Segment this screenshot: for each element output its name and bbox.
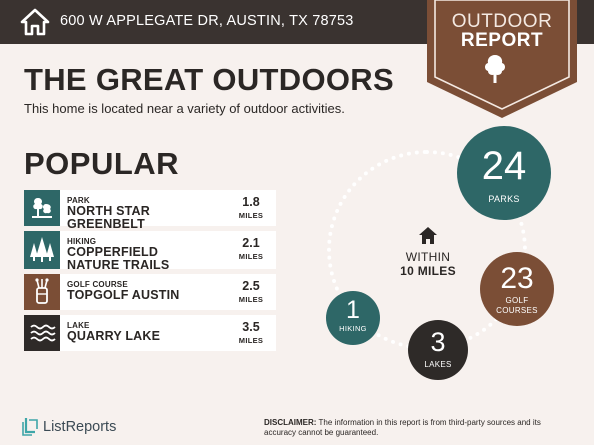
item-category: PARK (67, 196, 90, 205)
list-item[interactable]: LAKE QUARRY LAKE 3.5 MILES (24, 315, 276, 351)
disclaimer-label: DISCLAIMER: (264, 418, 317, 427)
outdoor-report-badge (427, 0, 577, 118)
page-subtitle: This home is located near a variety of o… (24, 101, 345, 116)
item-distance: 3.5 (242, 320, 260, 334)
logo-text: ListReports (43, 419, 117, 435)
item-name: NORTH STAR GREENBELT (67, 204, 151, 231)
item-category: GOLF COURSE (67, 280, 128, 289)
home-icon (20, 8, 50, 36)
trees-icon (24, 231, 60, 269)
item-distance: 2.1 (242, 236, 260, 250)
golf-bag-icon (24, 274, 60, 310)
listreports-logo-icon (22, 418, 38, 436)
list-item[interactable]: GOLF COURSE TOPGOLF AUSTIN 2.5 MILES (24, 274, 276, 310)
park-icon (24, 190, 60, 226)
list-item[interactable]: HIKING COPPERFIELD NATURE TRAILS 2.1 MIL… (24, 231, 276, 272)
page-title: THE GREAT OUTDOORS (24, 62, 394, 97)
lakes-label: LAKES (424, 360, 452, 369)
property-address: 600 W APPLEGATE DR, AUSTIN, TX 78753 (60, 13, 354, 29)
listreports-logo[interactable]: ListReports (22, 417, 142, 437)
tree-icon (485, 55, 505, 83)
item-distance: 1.8 (242, 195, 260, 209)
hiking-label: HIKING (339, 324, 367, 333)
golf-count-bubble: 23 GOLF COURSES (480, 252, 554, 326)
item-unit: MILES (238, 211, 264, 220)
item-distance: 2.5 (242, 279, 260, 293)
lakes-count-bubble: 3 LAKES (408, 320, 468, 380)
item-unit: MILES (238, 252, 264, 261)
lakes-count: 3 (430, 327, 446, 357)
radius-label-line2: 10 MILES (400, 264, 456, 278)
golf-count: 23 (500, 262, 534, 295)
list-item[interactable]: PARK NORTH STAR GREENBELT 1.8 MILES (24, 190, 276, 231)
item-category: LAKE (67, 321, 90, 330)
popular-heading: POPULAR (24, 146, 180, 181)
item-unit: MILES (238, 295, 264, 304)
item-category: HIKING (67, 237, 97, 246)
waves-icon (24, 315, 60, 351)
hiking-count-bubble: 1 HIKING (326, 291, 380, 345)
item-name: COPPERFIELD NATURE TRAILS (67, 245, 170, 272)
badge-title-line2: REPORT (460, 30, 544, 51)
item-unit: MILES (238, 336, 264, 345)
badge-title-line1: OUTDOOR (451, 11, 553, 32)
disclaimer: DISCLAIMER: The information in this repo… (264, 418, 574, 438)
parks-label: PARKS (488, 194, 520, 204)
parks-count-bubble: 24 PARKS (457, 126, 551, 220)
popular-list: PARK NORTH STAR GREENBELT 1.8 MILES HIKI… (24, 190, 276, 356)
golf-label: GOLF COURSES (496, 296, 538, 315)
item-name: QUARRY LAKE (67, 329, 161, 343)
hiking-count: 1 (346, 296, 360, 324)
home-icon (419, 227, 437, 244)
item-name: TOPGOLF AUSTIN (67, 288, 180, 302)
disclaimer-text: The information in this report is from t… (264, 418, 541, 437)
parks-count: 24 (481, 144, 527, 188)
radius-label-line1: WITHIN (405, 250, 451, 264)
